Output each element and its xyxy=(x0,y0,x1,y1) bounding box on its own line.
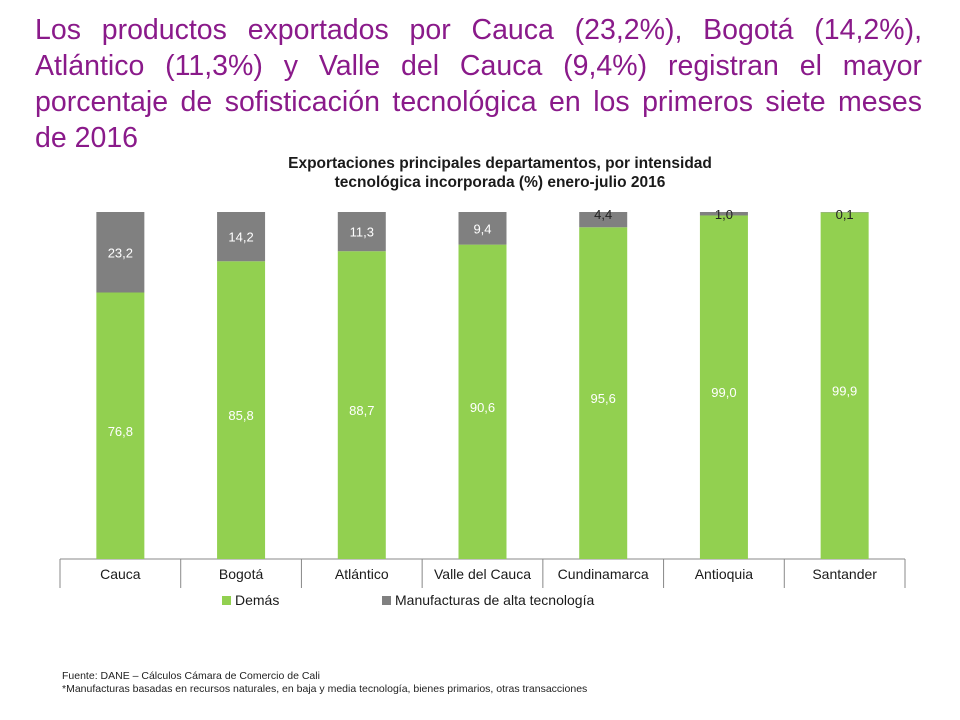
x-tick-label: Atlántico xyxy=(335,566,389,582)
bar-alta-tecnologia xyxy=(458,212,507,245)
bar-demas xyxy=(820,212,869,560)
legend-demas-label: Demás xyxy=(235,592,279,608)
legend-alta-tecnologia-swatch xyxy=(382,596,391,605)
footer-note: *Manufacturas basadas en recursos natura… xyxy=(62,683,588,695)
data-label-alta-tecnologia: 0,1 xyxy=(836,207,854,222)
bar-demas xyxy=(337,251,386,559)
page-headline: Los productos exportados por Cauca (23,2… xyxy=(35,14,922,154)
data-label-demas: 99,9 xyxy=(832,384,857,399)
chart-title: Exportaciones principales departamentos,… xyxy=(170,154,830,192)
bar-demas xyxy=(579,227,628,559)
data-label-alta-tecnologia: 14,2 xyxy=(228,230,253,245)
data-label-demas: 95,6 xyxy=(591,391,616,406)
data-label-demas: 85,8 xyxy=(228,408,253,423)
legend-alta-tecnologia-label: Manufacturas de alta tecnología xyxy=(395,592,594,608)
bar-demas xyxy=(96,292,145,559)
bar-alta-tecnologia xyxy=(699,212,748,216)
bar-demas xyxy=(458,244,507,560)
data-label-alta-tecnologia: 11,3 xyxy=(350,225,374,240)
data-label-alta-tecnologia: 23,2 xyxy=(108,245,133,260)
chart-title-line-1: Exportaciones principales departamentos,… xyxy=(288,155,712,172)
bar-demas xyxy=(217,261,266,559)
bar-demas xyxy=(699,215,748,559)
data-label-demas: 90,6 xyxy=(470,400,495,415)
legend-demas-swatch xyxy=(222,596,231,605)
x-tick-label: Bogotá xyxy=(219,566,264,582)
data-label-demas: 88,7 xyxy=(349,403,374,418)
data-label-demas: 76,8 xyxy=(108,424,133,439)
bar-alta-tecnologia xyxy=(217,212,266,262)
data-label-alta-tecnologia: 4,4 xyxy=(594,207,612,222)
data-label-demas: 99,0 xyxy=(711,385,736,400)
bar-alta-tecnologia xyxy=(337,212,386,252)
bar-alta-tecnologia xyxy=(96,212,145,293)
data-label-alta-tecnologia: 9,4 xyxy=(473,221,491,236)
x-tick-label: Cundinamarca xyxy=(558,566,649,582)
x-tick-label: Valle del Cauca xyxy=(434,566,531,582)
footer-source: Fuente: DANE – Cálculos Cámara de Comerc… xyxy=(62,670,320,682)
data-label-alta-tecnologia: 1,0 xyxy=(715,207,733,222)
x-tick-label: Santander xyxy=(812,566,877,582)
chart-title-line-2: tecnológica incorporada (%) enero-julio … xyxy=(334,174,666,191)
x-tick-label: Cauca xyxy=(100,566,141,582)
x-tick-label: Antioquia xyxy=(695,566,754,582)
bar-alta-tecnologia xyxy=(579,212,628,228)
footer: Fuente: DANE – Cálculos Cámara de Comerc… xyxy=(62,670,587,696)
